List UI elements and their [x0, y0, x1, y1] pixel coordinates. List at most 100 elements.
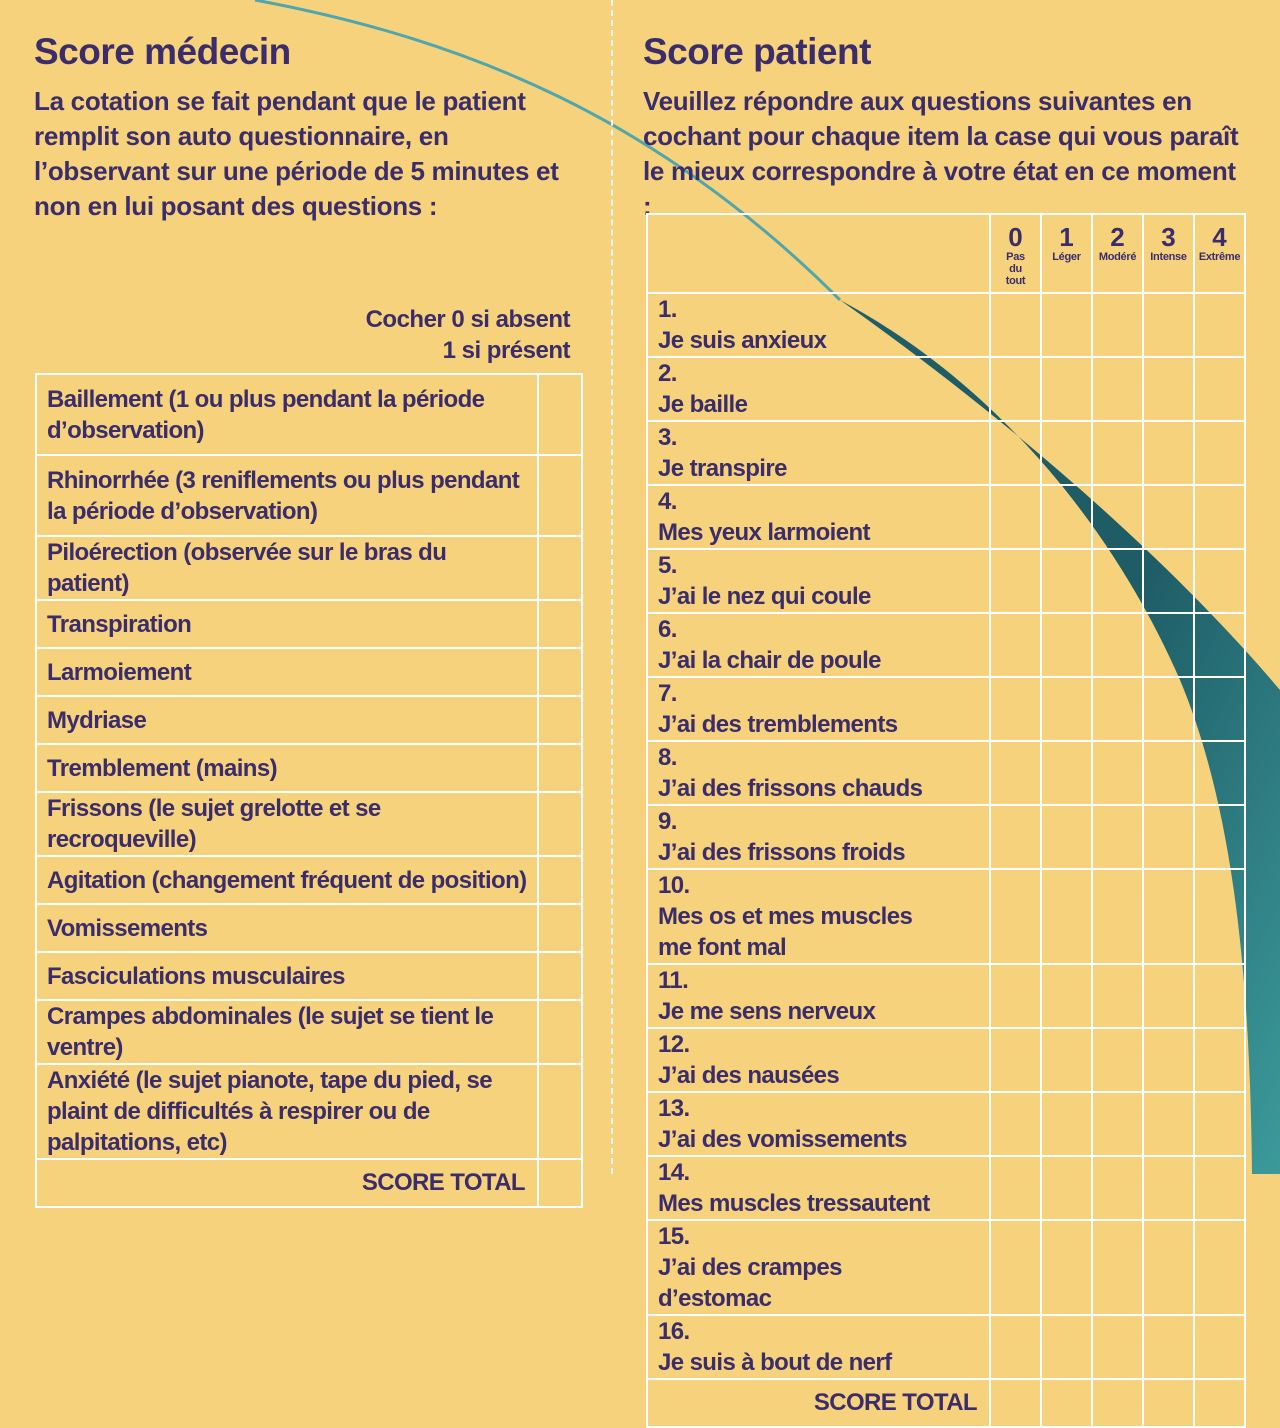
symptom-checkbox[interactable] — [537, 855, 583, 905]
answer-cell-0[interactable] — [989, 548, 1042, 614]
answer-cell-0[interactable] — [989, 1219, 1042, 1316]
answer-cell-2[interactable] — [1091, 420, 1144, 486]
answer-cell-1[interactable] — [1040, 963, 1093, 1029]
answer-cell-2[interactable] — [1091, 1027, 1144, 1093]
answer-cell-3[interactable] — [1142, 1027, 1195, 1093]
answer-cell-1[interactable] — [1040, 868, 1093, 965]
answer-cell-1[interactable] — [1040, 1219, 1093, 1316]
answer-cell-0[interactable] — [989, 676, 1042, 742]
symptom-checkbox[interactable] — [537, 1063, 583, 1160]
answer-cell-0[interactable] — [989, 356, 1042, 422]
answer-cell-2[interactable] — [1091, 1155, 1144, 1221]
answer-cell-2[interactable] — [1091, 868, 1144, 965]
answer-cell-3[interactable] — [1142, 804, 1195, 870]
total-cell[interactable] — [1142, 1378, 1195, 1428]
answer-cell-4[interactable] — [1193, 356, 1246, 422]
symptom-checkbox[interactable] — [537, 743, 583, 793]
answer-cell-0[interactable] — [989, 1091, 1042, 1157]
answer-cell-4[interactable] — [1193, 1314, 1246, 1380]
symptom-checkbox[interactable] — [537, 535, 583, 601]
answer-cell-0[interactable] — [989, 612, 1042, 678]
answer-cell-2[interactable] — [1091, 1091, 1144, 1157]
answer-cell-4[interactable] — [1193, 868, 1246, 965]
answer-cell-3[interactable] — [1142, 612, 1195, 678]
answer-cell-0[interactable] — [989, 1155, 1042, 1221]
answer-cell-1[interactable] — [1040, 420, 1093, 486]
answer-cell-1[interactable] — [1040, 1027, 1093, 1093]
answer-cell-3[interactable] — [1142, 1155, 1195, 1221]
symptom-checkbox[interactable] — [537, 695, 583, 745]
answer-cell-1[interactable] — [1040, 1155, 1093, 1221]
symptom-checkbox[interactable] — [537, 999, 583, 1065]
answer-cell-2[interactable] — [1091, 676, 1144, 742]
total-cell[interactable] — [989, 1378, 1042, 1428]
symptom-checkbox[interactable] — [537, 599, 583, 649]
answer-cell-2[interactable] — [1091, 1219, 1144, 1316]
answer-cell-4[interactable] — [1193, 548, 1246, 614]
question-number: 12. — [658, 1031, 690, 1058]
score-total-field[interactable] — [537, 1158, 583, 1208]
answer-cell-2[interactable] — [1091, 612, 1144, 678]
answer-cell-3[interactable] — [1142, 868, 1195, 965]
answer-cell-2[interactable] — [1091, 356, 1144, 422]
answer-cell-0[interactable] — [989, 484, 1042, 550]
answer-cell-3[interactable] — [1142, 292, 1195, 358]
answer-cell-1[interactable] — [1040, 1091, 1093, 1157]
total-cell[interactable] — [1193, 1378, 1246, 1428]
total-cell[interactable] — [1040, 1378, 1093, 1428]
answer-cell-1[interactable] — [1040, 1314, 1093, 1380]
answer-cell-1[interactable] — [1040, 548, 1093, 614]
answer-cell-3[interactable] — [1142, 484, 1195, 550]
answer-cell-4[interactable] — [1193, 804, 1246, 870]
answer-cell-1[interactable] — [1040, 356, 1093, 422]
answer-cell-4[interactable] — [1193, 1155, 1246, 1221]
answer-cell-2[interactable] — [1091, 484, 1144, 550]
answer-cell-3[interactable] — [1142, 1091, 1195, 1157]
answer-cell-4[interactable] — [1193, 420, 1246, 486]
answer-cell-0[interactable] — [989, 1027, 1042, 1093]
answer-cell-4[interactable] — [1193, 1219, 1246, 1316]
symptom-checkbox[interactable] — [537, 951, 583, 1001]
answer-cell-1[interactable] — [1040, 740, 1093, 806]
answer-cell-0[interactable] — [989, 963, 1042, 1029]
symptom-checkbox[interactable] — [537, 791, 583, 857]
answer-cell-4[interactable] — [1193, 963, 1246, 1029]
answer-cell-4[interactable] — [1193, 740, 1246, 806]
answer-cell-1[interactable] — [1040, 484, 1093, 550]
answer-cell-3[interactable] — [1142, 356, 1195, 422]
answer-cell-0[interactable] — [989, 1314, 1042, 1380]
answer-cell-3[interactable] — [1142, 548, 1195, 614]
symptom-checkbox[interactable] — [537, 903, 583, 953]
answer-cell-1[interactable] — [1040, 804, 1093, 870]
answer-cell-4[interactable] — [1193, 1091, 1246, 1157]
symptom-checkbox[interactable] — [537, 647, 583, 697]
answer-cell-4[interactable] — [1193, 484, 1246, 550]
answer-cell-2[interactable] — [1091, 292, 1144, 358]
answer-cell-2[interactable] — [1091, 740, 1144, 806]
answer-cell-4[interactable] — [1193, 292, 1246, 358]
answer-cell-0[interactable] — [989, 292, 1042, 358]
answer-cell-3[interactable] — [1142, 1219, 1195, 1316]
answer-cell-3[interactable] — [1142, 420, 1195, 486]
answer-cell-1[interactable] — [1040, 292, 1093, 358]
answer-cell-3[interactable] — [1142, 740, 1195, 806]
answer-cell-4[interactable] — [1193, 612, 1246, 678]
answer-cell-4[interactable] — [1193, 1027, 1246, 1093]
answer-cell-4[interactable] — [1193, 676, 1246, 742]
answer-cell-0[interactable] — [989, 868, 1042, 965]
answer-cell-2[interactable] — [1091, 804, 1144, 870]
answer-cell-2[interactable] — [1091, 548, 1144, 614]
answer-cell-2[interactable] — [1091, 963, 1144, 1029]
answer-cell-0[interactable] — [989, 740, 1042, 806]
answer-cell-1[interactable] — [1040, 612, 1093, 678]
answer-cell-3[interactable] — [1142, 676, 1195, 742]
symptom-checkbox[interactable] — [537, 373, 583, 456]
answer-cell-1[interactable] — [1040, 676, 1093, 742]
total-cell[interactable] — [1091, 1378, 1144, 1428]
answer-cell-3[interactable] — [1142, 963, 1195, 1029]
answer-cell-0[interactable] — [989, 804, 1042, 870]
answer-cell-2[interactable] — [1091, 1314, 1144, 1380]
answer-cell-0[interactable] — [989, 420, 1042, 486]
answer-cell-3[interactable] — [1142, 1314, 1195, 1380]
symptom-checkbox[interactable] — [537, 454, 583, 537]
